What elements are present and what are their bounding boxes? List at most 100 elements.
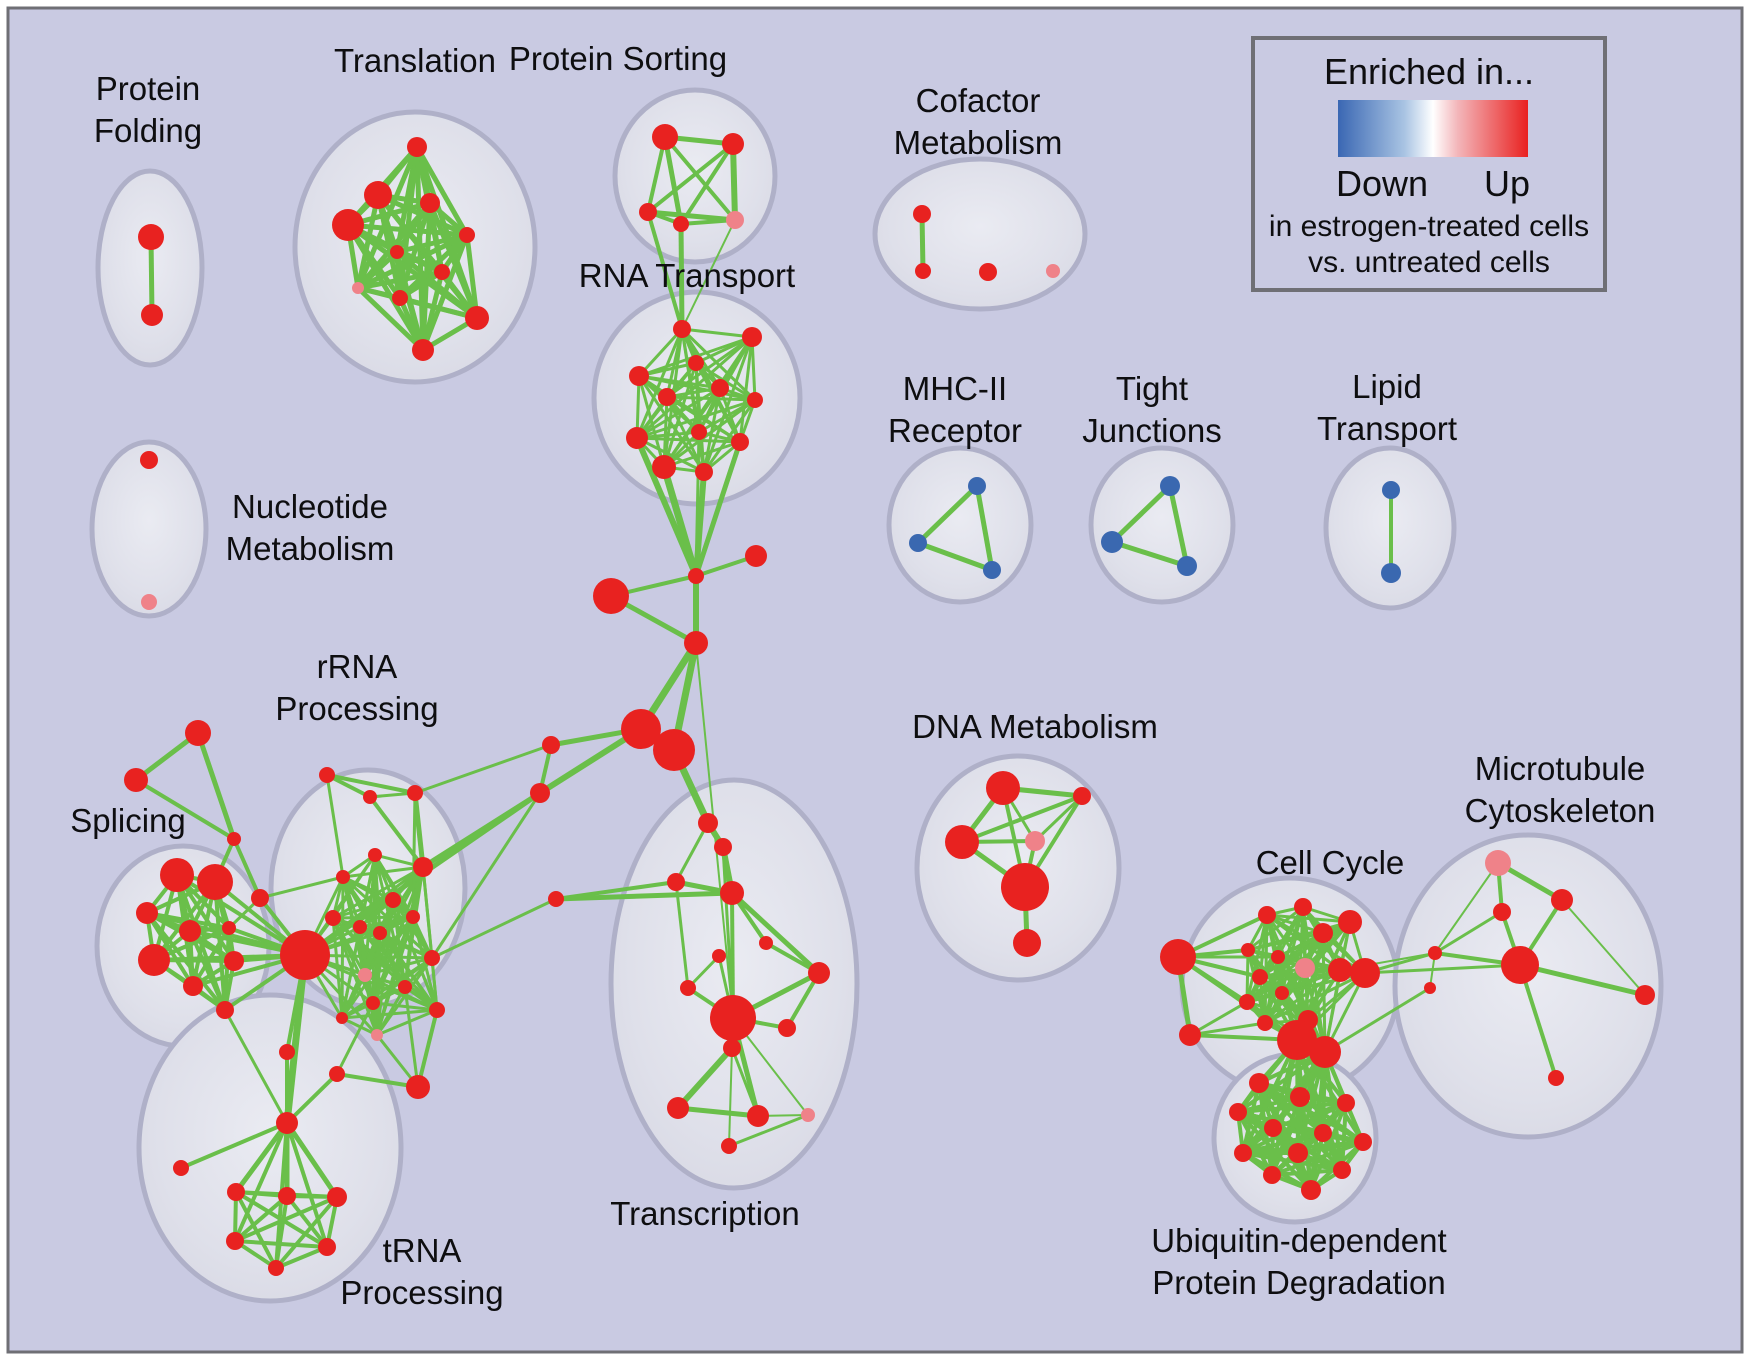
node-j1 (745, 545, 767, 567)
node-rr7 (325, 910, 341, 926)
node-r4 (711, 379, 729, 397)
edge (638, 374, 756, 402)
edge (662, 387, 722, 468)
edge (347, 222, 468, 238)
edge (666, 395, 741, 444)
edge (635, 328, 684, 439)
cluster-label-lipid-transport: Lipid Transport (1317, 368, 1457, 447)
edge (412, 792, 426, 868)
edge (919, 213, 926, 272)
edge (332, 916, 438, 1012)
edge (232, 838, 262, 899)
edge (660, 466, 700, 577)
node-mt0 (1485, 850, 1511, 876)
edge (375, 932, 382, 1036)
node-p4 (726, 211, 744, 229)
node-mh1 (909, 534, 927, 552)
edge (694, 431, 701, 577)
node-u1 (1290, 1087, 1310, 1107)
node-ch1 (1309, 1036, 1341, 1068)
edge (1176, 955, 1299, 1042)
node-rr4 (336, 870, 350, 884)
node-tj0 (1160, 476, 1180, 496)
edge (345, 223, 426, 352)
edge (721, 846, 735, 1019)
node-tc4 (759, 936, 773, 950)
node-h0 (621, 709, 661, 749)
node-tb0 (329, 1066, 345, 1082)
node-sp6 (183, 976, 203, 996)
node-r1 (742, 327, 762, 347)
node-ss1 (124, 768, 148, 792)
edge (1271, 1168, 1343, 1177)
edge (1247, 905, 1304, 952)
node-t10 (412, 339, 434, 361)
node-tn0 (227, 1183, 245, 1201)
edge (284, 1121, 340, 1199)
node-r10 (652, 455, 676, 479)
edge (637, 327, 684, 378)
node-cf1 (915, 263, 931, 279)
edge (1242, 1131, 1324, 1155)
edge (1364, 963, 1521, 975)
node-rr16 (424, 950, 440, 966)
edge (663, 440, 741, 469)
node-rs0 (542, 736, 560, 754)
node-n1 (141, 594, 157, 610)
node-d1 (1073, 787, 1091, 805)
legend-down-label: Down (1336, 163, 1428, 204)
node-u6 (1354, 1133, 1372, 1151)
cluster-ellipse (886, 445, 1034, 605)
node-tc11 (747, 1105, 769, 1127)
node-tc13 (721, 1138, 737, 1154)
edge (677, 1105, 759, 1119)
edge (326, 773, 371, 799)
node-c2 (1258, 906, 1276, 924)
edge (233, 1121, 290, 1194)
edge (416, 1009, 439, 1088)
cluster-label-ubiquitin-dependent-protein-degradation: Ubiquitin-dependent Protein Degradation (1151, 1222, 1446, 1301)
edge (1296, 1051, 1327, 1154)
edge (430, 792, 542, 959)
edge (916, 484, 979, 545)
edge (1263, 906, 1305, 1024)
node-mt1 (1551, 889, 1573, 911)
cluster-label-nucleotide-metabolism: Nucleotide Metabolism (226, 488, 395, 567)
node-tc3 (720, 881, 744, 905)
edge (356, 250, 399, 290)
node-c14 (1257, 1015, 1273, 1031)
edge (1033, 794, 1084, 843)
node-c7 (1271, 950, 1285, 964)
cluster-label-transcription: Transcription (610, 1195, 800, 1232)
node-rr14 (371, 1029, 383, 1041)
edge (1242, 1151, 1343, 1172)
edge (364, 956, 433, 977)
edge (342, 865, 424, 879)
edge (376, 1008, 438, 1037)
edge (680, 218, 736, 226)
edge (359, 915, 414, 929)
edge (427, 202, 480, 319)
node-c6 (1241, 943, 1255, 957)
node-u3 (1229, 1103, 1247, 1121)
node-lp0 (1382, 481, 1400, 499)
edge (134, 778, 236, 841)
node-cf2 (979, 263, 997, 281)
node-tc5 (712, 949, 726, 963)
legend: Enriched in... Down Up in estrogen-treat… (1251, 36, 1607, 292)
cluster-label-translation: Translation (334, 42, 496, 79)
node-r2 (688, 355, 704, 371)
node-r11 (695, 463, 713, 481)
legend-box (1251, 36, 1607, 292)
edge (636, 436, 705, 474)
cluster-ellipse (89, 439, 209, 619)
node-lp1 (1381, 563, 1401, 583)
node-sp7 (224, 951, 244, 971)
edge (274, 1195, 339, 1270)
node-r3 (629, 366, 649, 386)
cluster-label-mhc-ii-receptor: MHC-II Receptor (888, 370, 1022, 449)
node-p3 (673, 216, 689, 232)
node-d3 (1025, 831, 1045, 851)
edge (1111, 539, 1188, 569)
edge (1241, 1039, 1299, 1154)
